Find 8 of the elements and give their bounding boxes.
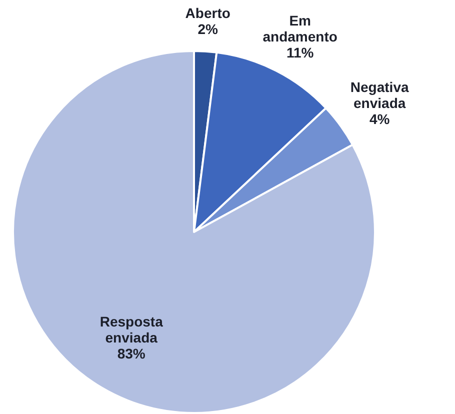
data-label: 83% [117, 345, 146, 362]
data-label: 2% [198, 20, 219, 37]
slice-label: Negativa enviada [350, 78, 409, 111]
slice-label: Aberto [185, 4, 230, 21]
data-label: 4% [369, 110, 390, 127]
slice-label: Em andamento [262, 12, 338, 44]
slice-label: Resposta enviada [100, 313, 164, 346]
data-label: 11% [286, 44, 314, 60]
